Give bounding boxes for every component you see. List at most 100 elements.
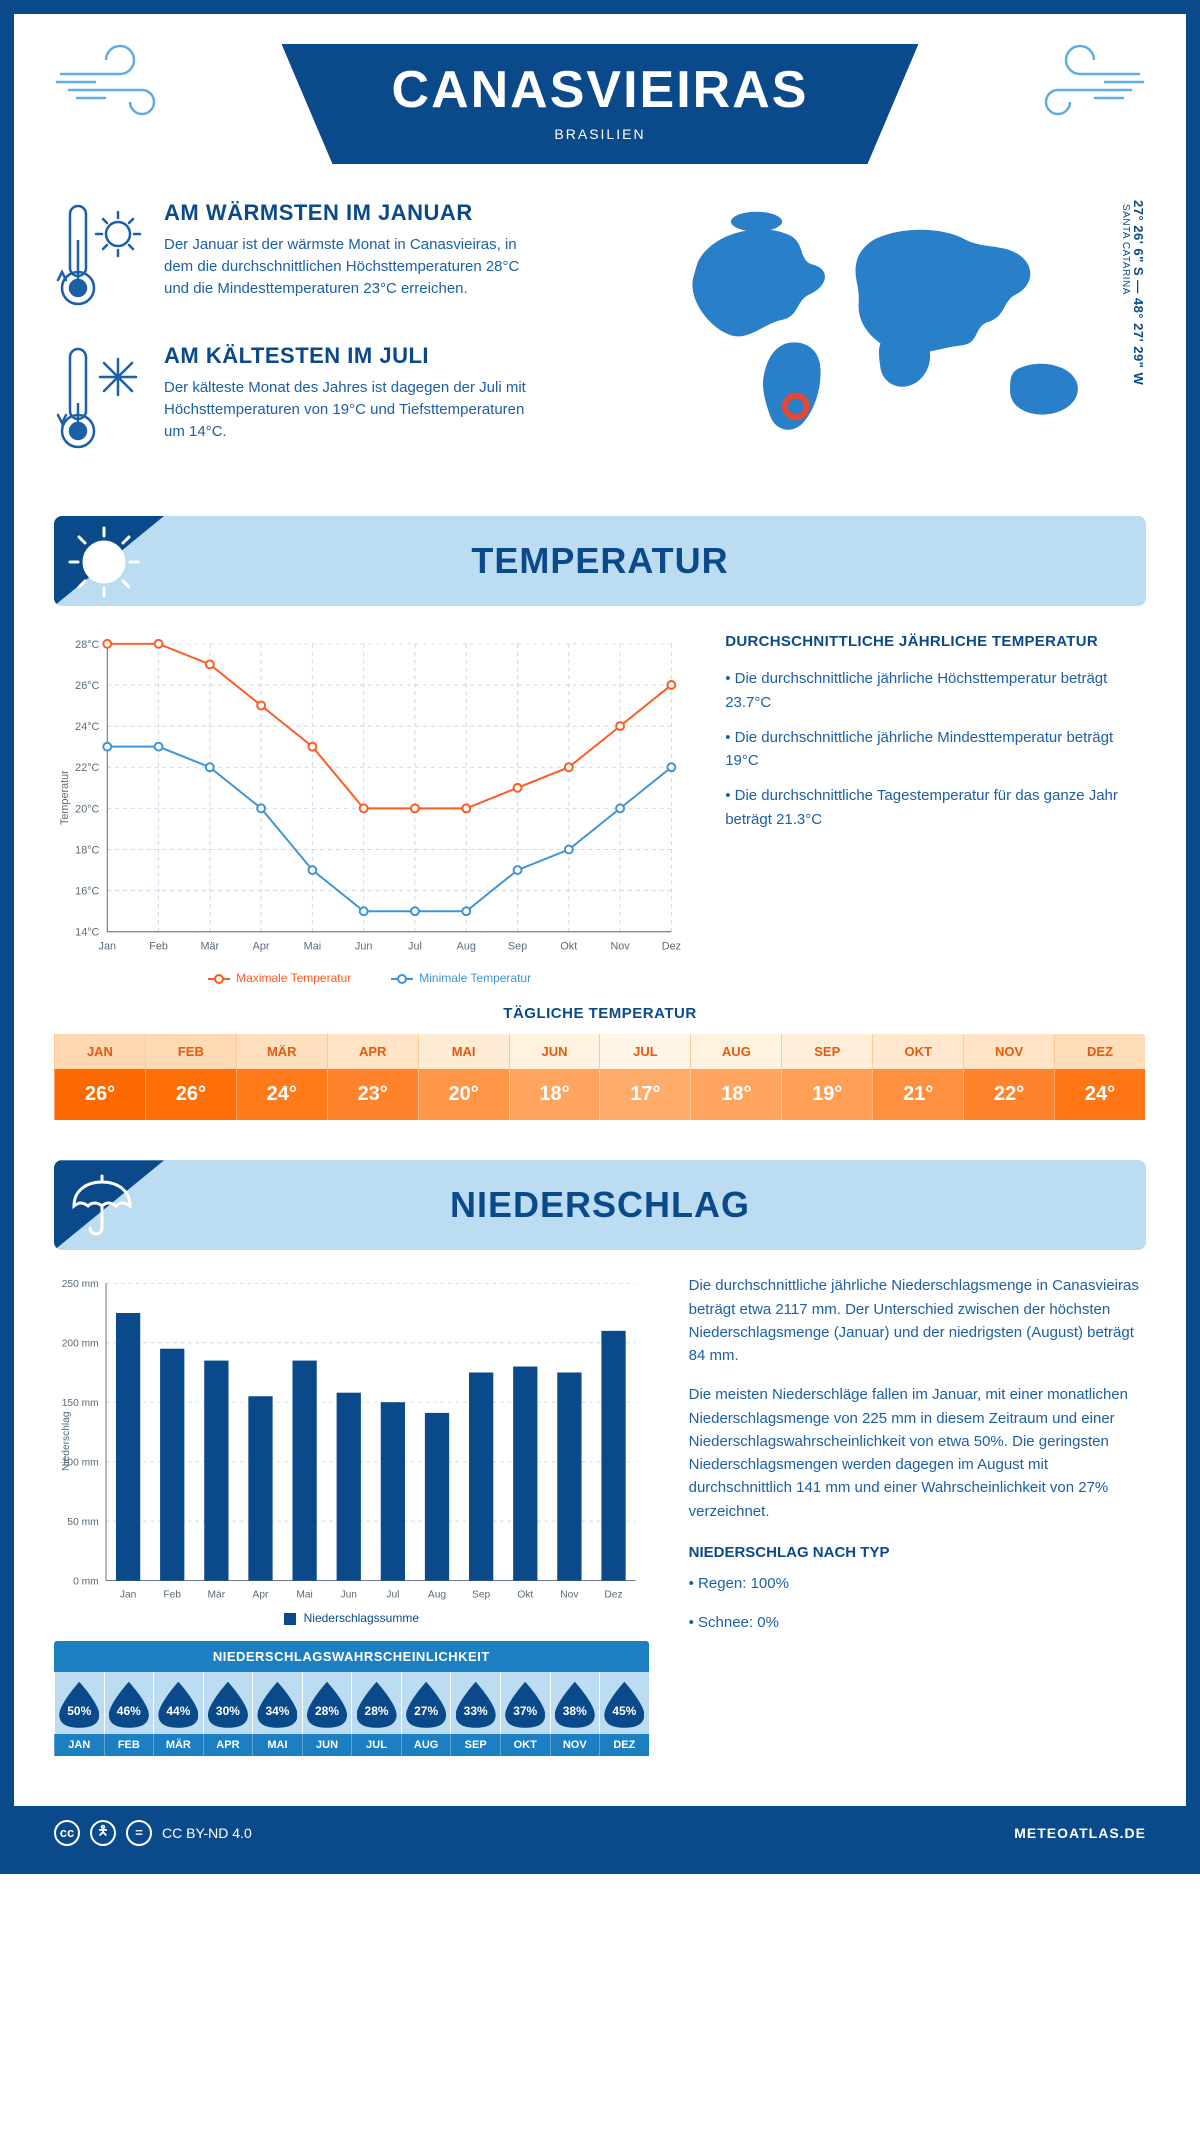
svg-text:22°C: 22°C [75, 762, 99, 774]
prob-drop: 44% [153, 1672, 203, 1734]
title-banner: CANASVIEIRAS BRASILIEN [282, 44, 919, 164]
nd-icon: = [126, 1820, 152, 1846]
prob-month: JUN [302, 1734, 352, 1756]
legend-min: Minimale Temperatur [419, 971, 531, 985]
temp-cell: 26° [54, 1069, 145, 1120]
temp-cell: 26° [145, 1069, 236, 1120]
svg-text:Mär: Mär [201, 941, 220, 953]
temp-cell: 23° [327, 1069, 418, 1120]
prob-drop: 28% [351, 1672, 401, 1734]
section-title-temp: TEMPERATUR [54, 540, 1146, 582]
temp-cell: 18° [690, 1069, 781, 1120]
temp-cell: 22° [963, 1069, 1054, 1120]
section-header-temp: TEMPERATUR [54, 516, 1146, 606]
month-head: JUL [599, 1034, 690, 1069]
svg-text:Nov: Nov [610, 941, 630, 953]
thermometer-snow-icon [54, 343, 144, 458]
month-head: SEP [781, 1034, 872, 1069]
precip-text: Die durchschnittliche jährliche Niedersc… [689, 1274, 1146, 1755]
svg-text:Niederschlag: Niederschlag [61, 1411, 72, 1471]
precip-p1: Die durchschnittliche jährliche Niedersc… [689, 1274, 1146, 1367]
prob-month: FEB [104, 1734, 154, 1756]
month-head: OKT [872, 1034, 963, 1069]
precip-p2: Die meisten Niederschläge fallen im Janu… [689, 1383, 1146, 1523]
prob-month: NOV [550, 1734, 600, 1756]
prob-month: AUG [401, 1734, 451, 1756]
section-title-precip: NIEDERSCHLAG [54, 1184, 1146, 1226]
svg-text:18°C: 18°C [75, 844, 99, 856]
cc-icon: cc [54, 1820, 80, 1846]
license-text: CC BY-ND 4.0 [162, 1825, 252, 1841]
fact-cold-title: AM KÄLTESTEN IM JULI [164, 343, 544, 369]
prob-month: OKT [500, 1734, 550, 1756]
precip-bar-chart: 0 mm50 mm100 mm150 mm200 mm250 mmNieders… [54, 1274, 649, 1608]
coords-region: SANTA CATARINA [1120, 204, 1131, 385]
month-head: JAN [54, 1034, 145, 1069]
svg-text:Jun: Jun [341, 1590, 358, 1601]
svg-text:Sep: Sep [508, 941, 527, 953]
svg-text:250 mm: 250 mm [62, 1279, 99, 1290]
svg-text:24°C: 24°C [75, 721, 99, 733]
page-frame: CANASVIEIRAS BRASILIEN AM WÄRMSTEN IM JA… [0, 0, 1200, 1874]
prob-month: APR [203, 1734, 253, 1756]
precip-prob-box: NIEDERSCHLAGSWAHRSCHEINLICHKEIT 50%46%44… [54, 1641, 649, 1756]
prob-drop: 38% [550, 1672, 600, 1734]
month-head: AUG [690, 1034, 781, 1069]
daily-temp-title: TÄGLICHE TEMPERATUR [54, 1005, 1146, 1022]
fact-warm: AM WÄRMSTEN IM JANUAR Der Januar ist der… [54, 200, 628, 315]
precip-row: 0 mm50 mm100 mm150 mm200 mm250 mmNieders… [54, 1274, 1146, 1755]
svg-text:Jan: Jan [99, 941, 116, 953]
prob-drop: 33% [450, 1672, 500, 1734]
footer: cc 🯅 = CC BY-ND 4.0 METEOATLAS.DE [14, 1806, 1186, 1860]
svg-text:Feb: Feb [149, 941, 168, 953]
svg-text:Apr: Apr [253, 1590, 269, 1601]
temp-cell: 24° [236, 1069, 327, 1120]
prob-drop: 50% [54, 1672, 104, 1734]
svg-text:16°C: 16°C [75, 886, 99, 898]
fact-cold-body: Der kälteste Monat des Jahres ist dagege… [164, 377, 544, 442]
precip-prob-labels: JANFEBMÄRAPRMAIJUNJULAUGSEPOKTNOVDEZ [54, 1734, 649, 1756]
svg-text:Dez: Dez [604, 1590, 622, 1601]
temp-legend: Maximale Temperatur Minimale Temperatur [54, 971, 685, 985]
wind-icon [1026, 44, 1146, 129]
legend-max: Maximale Temperatur [236, 971, 351, 985]
prob-drop: 30% [203, 1672, 253, 1734]
prob-month: JUL [351, 1734, 401, 1756]
svg-text:Okt: Okt [560, 941, 577, 953]
svg-text:Feb: Feb [163, 1590, 181, 1601]
prob-month: MÄR [153, 1734, 203, 1756]
page-inner: CANASVIEIRAS BRASILIEN AM WÄRMSTEN IM JA… [14, 14, 1186, 1806]
precip-left: 0 mm50 mm100 mm150 mm200 mm250 mmNieders… [54, 1274, 649, 1755]
prob-month: MAI [252, 1734, 302, 1756]
svg-text:Nov: Nov [560, 1590, 579, 1601]
svg-text:150 mm: 150 mm [62, 1398, 99, 1409]
svg-text:50 mm: 50 mm [67, 1517, 98, 1528]
precip-type-item: • Regen: 100% [689, 1572, 1146, 1595]
month-head: FEB [145, 1034, 236, 1069]
svg-text:Sep: Sep [472, 1590, 490, 1601]
precip-type-item: • Schnee: 0% [689, 1611, 1146, 1634]
precip-prob-drops: 50%46%44%30%34%28%28%27%33%37%38%45% [54, 1672, 649, 1734]
temp-cell: 21° [872, 1069, 963, 1120]
prob-month: JAN [54, 1734, 104, 1756]
svg-text:0 mm: 0 mm [73, 1577, 99, 1588]
svg-text:20°C: 20°C [75, 803, 99, 815]
page-title: CANASVIEIRAS [392, 60, 809, 120]
coordinates: 27° 26' 6" S — 48° 27' 29" W SANTA CATAR… [1120, 200, 1146, 385]
svg-text:Dez: Dez [662, 941, 681, 953]
svg-text:200 mm: 200 mm [62, 1339, 99, 1350]
svg-text:Aug: Aug [457, 941, 476, 953]
month-head: MAI [418, 1034, 509, 1069]
fact-warm-body: Der Januar ist der wärmste Monat in Cana… [164, 234, 544, 299]
prob-drop: 28% [302, 1672, 352, 1734]
fact-cold: AM KÄLTESTEN IM JULI Der kälteste Monat … [54, 343, 628, 458]
temp-side-title: DURCHSCHNITTLICHE JÄHRLICHE TEMPERATUR [725, 630, 1146, 653]
footer-brand: METEOATLAS.DE [1014, 1825, 1146, 1841]
by-icon: 🯅 [90, 1820, 116, 1846]
temp-side-item: • Die durchschnittliche jährliche Höchst… [725, 667, 1146, 714]
svg-text:Jun: Jun [355, 941, 372, 953]
temp-chart: 14°C16°C18°C20°C22°C24°C26°C28°CJanFebMä… [54, 630, 685, 985]
temp-row: 14°C16°C18°C20°C22°C24°C26°C28°CJanFebMä… [54, 630, 1146, 985]
prob-drop: 46% [104, 1672, 154, 1734]
intro-facts: AM WÄRMSTEN IM JANUAR Der Januar ist der… [54, 200, 628, 486]
